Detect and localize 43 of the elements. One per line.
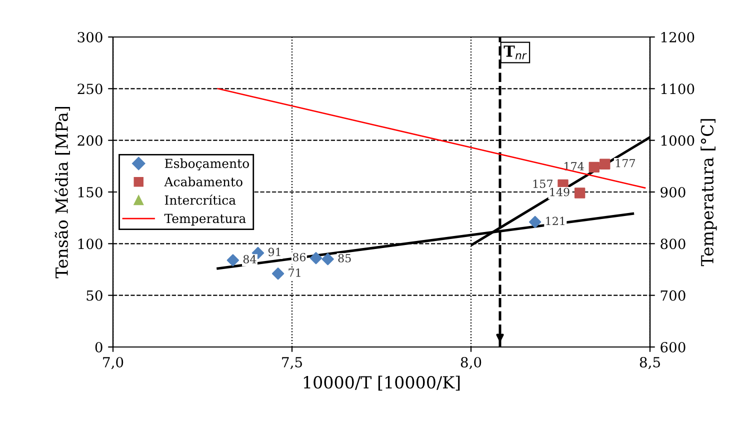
y2-tick-label: 1000 xyxy=(661,135,694,146)
y2-tick-label: 800 xyxy=(660,238,686,250)
legend-label: Temperatura xyxy=(164,214,246,226)
y-tick-label: 200 xyxy=(78,135,102,146)
x-tick-label: 8,5 xyxy=(640,356,660,370)
legend-label: Acabamento xyxy=(164,176,242,186)
legend-label: Esboçamento xyxy=(164,158,249,170)
data-label: 157 xyxy=(533,180,552,188)
data-label: 121 xyxy=(546,216,564,226)
ref-line-label: T$_{nr}$ xyxy=(504,46,527,60)
data-label: 85 xyxy=(338,254,351,262)
x-axis-title: 10000/T [10000/K] xyxy=(304,376,460,391)
point xyxy=(600,158,610,170)
data-label: 71 xyxy=(288,268,300,277)
y2-tick-label: 600 xyxy=(660,342,686,352)
legend-label: Intercrítica xyxy=(164,194,236,205)
point xyxy=(322,253,334,266)
data-label: 91 xyxy=(268,248,280,256)
data-label: 149 xyxy=(550,188,570,196)
x-tick-label: 7,0 xyxy=(103,356,124,370)
y-tick-label: 100 xyxy=(78,238,102,250)
point xyxy=(272,268,284,280)
y-tick-label: 250 xyxy=(78,84,102,94)
y2-tick-label: 900 xyxy=(660,186,686,198)
y-tick-label: 50 xyxy=(86,290,102,301)
y-tick-label: 150 xyxy=(78,186,102,198)
y2-tick-label: 1100 xyxy=(661,84,694,94)
y-axis-title: Tensão Média [MPa] xyxy=(54,106,70,278)
y-tick-label: 0 xyxy=(95,342,102,352)
y2-axis-title: Temperatura [°C] xyxy=(700,119,717,266)
y-tick-label: 300 xyxy=(78,32,102,42)
point xyxy=(226,254,240,266)
x-tick-label: 7,5 xyxy=(282,357,302,370)
data-label: 86 xyxy=(292,252,306,262)
point xyxy=(574,188,586,198)
point xyxy=(310,252,322,264)
data-label: 177 xyxy=(616,158,636,168)
y2-tick-label: 700 xyxy=(660,290,686,301)
data-label: 84 xyxy=(243,255,256,264)
point xyxy=(588,162,600,173)
x-tick-label: 8,0 xyxy=(460,356,482,370)
point xyxy=(529,216,542,228)
y2-tick-label: 1200 xyxy=(661,32,694,42)
